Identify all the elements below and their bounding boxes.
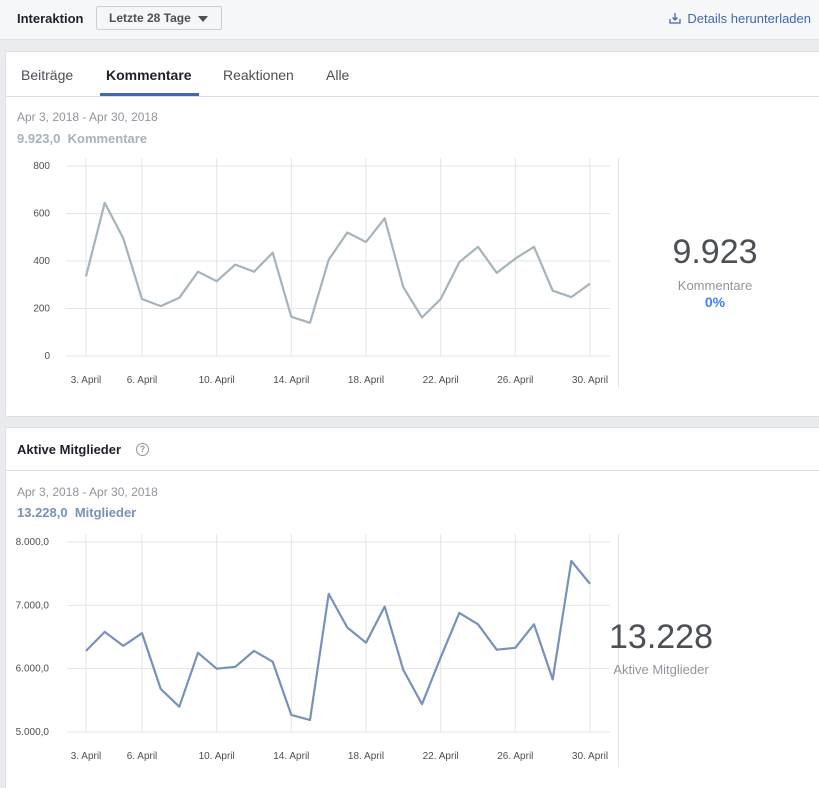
download-details-link[interactable]: Details herunterladen (669, 11, 811, 26)
x-tick-label: 18. April (348, 751, 384, 762)
page-title: Interaktion (17, 11, 84, 26)
series-line (85, 559, 591, 722)
top-bar: Interaktion Letzte 28 Tage Details herun… (0, 0, 819, 40)
x-tick-label: 6. April (127, 751, 158, 762)
chart-divider (618, 534, 619, 766)
x-tick-label: 6. April (127, 375, 158, 386)
members-big-number: 13.228 (609, 618, 713, 656)
x-tick-label: 26. April (497, 751, 533, 762)
members-total: 13.228,0 Mitglieder (17, 505, 136, 520)
comments-change-percent: 0% (704, 294, 726, 310)
members-section-header: Aktive Mitglieder ? (6, 428, 819, 471)
comments-big-label: Kommentare (677, 278, 753, 293)
active-tab-indicator (100, 93, 199, 96)
x-tick-label: 10. April (199, 375, 235, 386)
y-tick-label: 7.000,0 (16, 600, 50, 611)
download-label: Details herunterladen (687, 11, 811, 26)
tab-comments[interactable]: Kommentare (106, 67, 192, 83)
y-tick-label: 0 (44, 351, 50, 362)
x-tick-label: 22. April (423, 751, 459, 762)
tab-reactions[interactable]: Reaktionen (223, 67, 294, 83)
date-range-label: Letzte 28 Tage (109, 11, 191, 25)
comments-line-chart: 0 200 400 600 800 3. April 6. April 10. April 14… (33, 158, 610, 386)
x-tick-label: 3. April (71, 375, 102, 386)
x-tick-label: 30. April (572, 751, 608, 762)
y-tick-label: 6.000,0 (16, 664, 50, 675)
chart-divider (618, 158, 619, 388)
members-total-value: 13.228,0 (17, 505, 68, 520)
members-total-unit: Mitglieder (74, 505, 137, 520)
members-date-range: Apr 3, 2018 - Apr 30, 2018 (17, 485, 158, 499)
members-section-title: Aktive Mitglieder (17, 442, 122, 457)
y-tick-label: 8.000,0 (16, 537, 50, 548)
active-members-card: Aktive Mitglieder ? Apr 3, 2018 - Apr 30… (5, 427, 819, 788)
members-line-chart: 5.000,0 6.000,0 7.000,0 8.000,0 3. April 6. A… (16, 534, 610, 762)
y-tick-label: 800 (33, 161, 50, 172)
x-tick-label: 10. April (199, 751, 235, 762)
x-tick-label: 22. April (423, 375, 459, 386)
y-tick-label: 200 (33, 304, 50, 315)
engagement-card: Beiträge Kommentare Reaktionen Alle Apr … (5, 51, 819, 417)
comments-total: 9.923,0 Kommentare (17, 131, 147, 146)
members-big-label: Aktive Mitglieder (613, 662, 709, 677)
y-tick-label: 400 (33, 256, 50, 267)
x-tick-label: 18. April (348, 375, 384, 386)
series-line (84, 201, 591, 324)
x-tick-label: 30. April (572, 375, 608, 386)
caret-down-icon (198, 16, 208, 22)
comments-date-range: Apr 3, 2018 - Apr 30, 2018 (17, 110, 158, 124)
x-tick-label: 3. April (71, 751, 102, 762)
y-tick-label: 600 (33, 209, 50, 220)
comments-big-number: 9.923 (672, 233, 758, 271)
tab-all[interactable]: Alle (326, 67, 350, 83)
x-tick-label: 14. April (273, 751, 309, 762)
y-tick-label: 5.000,0 (16, 727, 50, 738)
x-tick-label: 14. April (273, 375, 309, 386)
help-icon[interactable]: ? (136, 443, 149, 456)
download-icon (669, 13, 682, 24)
comments-total-unit: Kommentare (67, 131, 148, 146)
tab-posts[interactable]: Beiträge (21, 67, 74, 83)
date-range-dropdown[interactable]: Letzte 28 Tage (96, 6, 222, 30)
comments-total-value: 9.923,0 (17, 131, 61, 146)
x-tick-label: 26. April (497, 375, 533, 386)
tab-bar: Beiträge Kommentare Reaktionen Alle (6, 52, 819, 97)
